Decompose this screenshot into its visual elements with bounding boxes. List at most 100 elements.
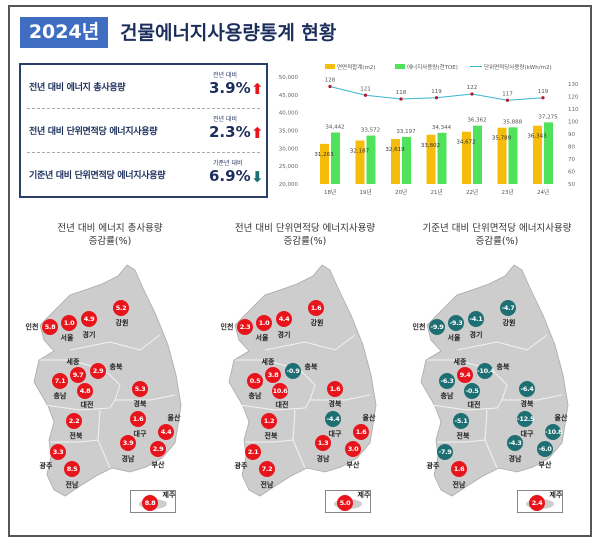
region-label: 전남	[65, 481, 79, 489]
region-label: 전북	[456, 432, 470, 440]
region-value-bubble: 8.5	[64, 461, 80, 477]
region-value-bubble: 9.4	[457, 367, 473, 383]
region-label: 대전	[275, 401, 289, 409]
right-tick-label: 120	[568, 95, 579, 101]
x-tick-label: 24년	[537, 188, 549, 196]
region-label: 경남	[316, 455, 330, 463]
summary-row-total: 전년 대비 에너지 총사용량 전년 대비 3.9% ⬆	[27, 65, 264, 109]
region-value-bubble: 2.9	[90, 363, 106, 379]
region-label: 대구	[328, 430, 342, 438]
energy-bar	[544, 122, 553, 184]
region-value-bubble: -4.4	[325, 411, 341, 427]
summary-value: 2.3%	[209, 123, 251, 141]
region-value-bubble: 4.8	[77, 383, 93, 399]
region-value-bubble: -0.9	[285, 363, 301, 379]
summary-label: 전년 대비 에너지 총사용량	[29, 83, 126, 93]
summary-label: 전년 대비 단위면적당 에너지사용량	[29, 127, 158, 137]
intensity-point	[328, 84, 332, 89]
summary-value: 6.9%	[209, 167, 251, 185]
region-label: 경기	[469, 331, 483, 339]
region-label: 전북	[264, 432, 278, 440]
region-value-bubble: -9.3	[448, 315, 464, 331]
region-label: 대전	[80, 401, 94, 409]
right-tick-label: 130	[568, 82, 579, 88]
intensity-data-label: 128	[325, 78, 336, 84]
energy-bar	[331, 132, 340, 184]
region-value-bubble: 5.0	[337, 495, 353, 511]
region-label: 충북	[304, 363, 318, 371]
region-label: 울산	[167, 414, 181, 422]
region-label: 강원	[502, 319, 516, 327]
arrow-up-icon: ⬆	[251, 124, 264, 142]
region-value-bubble: -4.3	[507, 435, 523, 451]
region-label: 경남	[508, 455, 522, 463]
region-value-bubble: -6.4	[519, 381, 535, 397]
region-label: 인천	[220, 323, 234, 331]
intensity-data-label: 119	[431, 89, 442, 95]
left-tick-label: 25,000	[279, 164, 299, 170]
region-label: 충남	[248, 392, 262, 400]
summary-sub: 전년 대비	[213, 116, 237, 123]
intensity-data-label: 122	[467, 85, 478, 91]
right-tick-label: 90	[568, 132, 575, 138]
region-value-bubble: -4.1	[468, 311, 484, 327]
intensity-point	[470, 92, 474, 96]
summary-box: 전년 대비 에너지 총사용량 전년 대비 3.9% ⬆ 전년 대비 단위면적당 …	[19, 63, 268, 198]
left-tick-label: 30,000	[279, 146, 299, 152]
region-value-bubble: 1.6	[308, 300, 324, 316]
region-label: 전남	[452, 481, 466, 489]
map-title: 전년 대비 단위면적당 에너지사용량	[234, 223, 376, 234]
region-label: 부산	[151, 461, 165, 469]
korea-map-shape	[420, 264, 569, 497]
intensity-data-label: 118	[396, 90, 407, 96]
region-value-bubble: 9.7	[70, 367, 86, 383]
region-label: 경남	[121, 455, 135, 463]
energy-data-label: 35,888	[503, 119, 523, 125]
region-value-bubble: 1.6	[353, 424, 369, 440]
area-data-label: 32,619	[385, 147, 405, 153]
region-value-bubble: 4.4	[276, 311, 292, 327]
region-label: 인천	[25, 323, 39, 331]
region-value-bubble: 1.6	[327, 381, 343, 397]
region-label: 부산	[346, 461, 360, 469]
x-tick-label: 23년	[501, 188, 513, 196]
area-bar	[391, 138, 400, 184]
intensity-data-label: 119	[538, 89, 549, 95]
area-data-label: 34,672	[456, 140, 475, 146]
region-label: 광주	[426, 462, 440, 470]
intensity-point	[399, 97, 403, 101]
region-value-bubble: 2.1	[245, 444, 261, 460]
region-value-bubble: -0.5	[464, 383, 480, 399]
arrow-up-icon: ⬆	[251, 80, 264, 98]
region-label: 대구	[520, 430, 534, 438]
region-label: 광주	[234, 462, 248, 470]
left-tick-label: 50,000	[279, 75, 299, 81]
region-value-bubble: -10.4	[477, 363, 495, 379]
map-subtitle: 증감률(%)	[283, 236, 327, 247]
region-value-bubble: 3.3	[50, 444, 66, 460]
left-tick-label: 45,000	[279, 93, 299, 99]
energy-bar	[508, 127, 518, 184]
region-value-bubble: -5.1	[453, 413, 469, 429]
region-value-bubble: 1.0	[61, 315, 77, 331]
region-value-bubble: 4.9	[81, 311, 97, 327]
region-label: 서울	[255, 334, 269, 342]
region-label: 충남	[440, 392, 454, 400]
region-label: 제주	[549, 491, 563, 499]
energy-bar	[473, 125, 482, 184]
region-value-bubble: -4.7	[500, 300, 516, 316]
area-data-label: 35,789	[492, 136, 512, 142]
energy-chart: 50,000 45,000 40,000 35,000 30,000 25,000 20,0…	[279, 63, 579, 196]
region-label: 강원	[115, 319, 129, 327]
region-label: 대구	[133, 430, 147, 438]
area-bar	[533, 125, 542, 184]
region-value-bubble: 2.9	[150, 441, 166, 457]
area-bar	[462, 131, 471, 184]
map-subtitle: 증감률(%)	[88, 236, 132, 247]
region-label: 경기	[82, 331, 96, 339]
region-value-bubble: -12.5	[517, 411, 535, 427]
intensity-point	[434, 96, 439, 100]
legend-label: 에너지사용량(천TOE)	[407, 63, 458, 71]
region-value-bubble: 1.6	[451, 461, 467, 477]
region-value-bubble: 5.8	[42, 319, 58, 335]
